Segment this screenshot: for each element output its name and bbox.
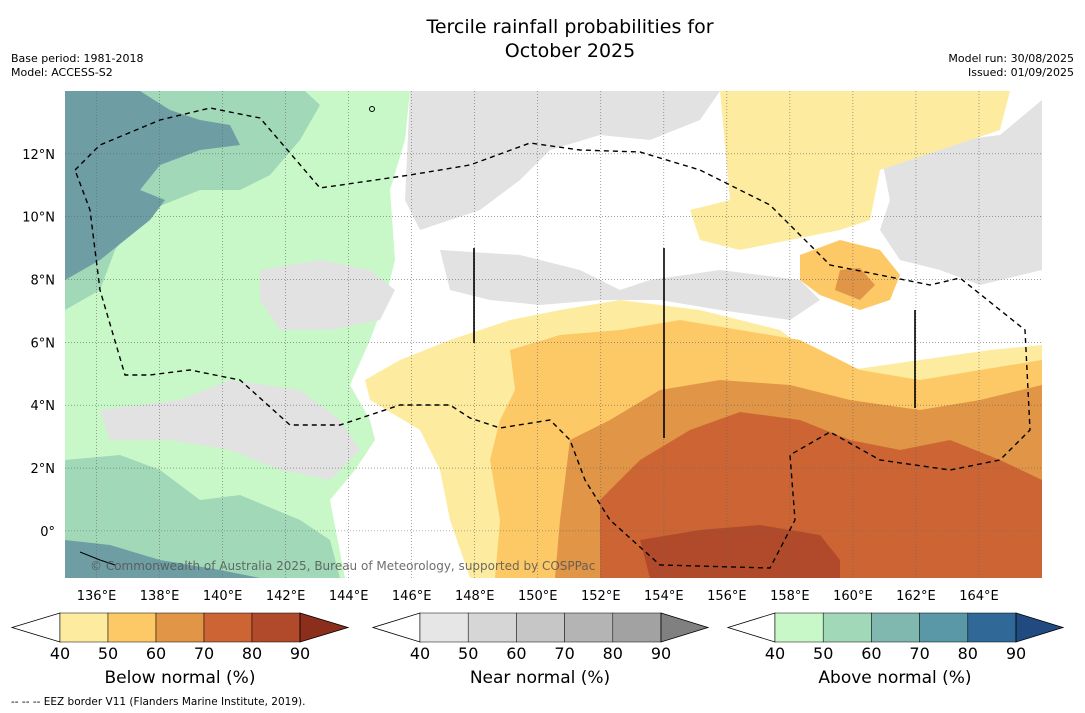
colorbar-segment bbox=[564, 612, 614, 643]
colorbar-tick-label: 70 bbox=[909, 644, 929, 663]
latitude-tick-label: 4°N bbox=[31, 399, 56, 414]
colorbar-segment bbox=[516, 612, 565, 643]
longitude-tick-label: 148°E bbox=[455, 589, 495, 604]
below-normal-colorbar: 40 50 60 70 80 90 bbox=[10, 612, 350, 663]
latitude-labels: 0° 2°N 4°N 6°N 8°N 10°N 12°N bbox=[22, 148, 55, 540]
latitude-tick-label: 12°N bbox=[22, 148, 55, 163]
colorbar-segment bbox=[822, 612, 872, 643]
near-normal-colorbar: 40 50 60 70 80 90 bbox=[371, 612, 710, 663]
longitude-tick-label: 154°E bbox=[644, 589, 684, 604]
longitude-tick-label: 158°E bbox=[770, 589, 810, 604]
colorbar-tick-label: 80 bbox=[242, 644, 262, 663]
colorbar-segment bbox=[967, 612, 1017, 643]
colorbar-segment bbox=[419, 612, 469, 643]
colorbar-tick-label: 70 bbox=[194, 644, 214, 663]
colorbar-tick-label: 40 bbox=[410, 644, 430, 663]
longitude-tick-label: 160°E bbox=[833, 589, 873, 604]
model-text: Model: ACCESS-S2 bbox=[11, 66, 113, 79]
colorbar-tick-label: 50 bbox=[813, 644, 833, 663]
colorbar-segment bbox=[1015, 612, 1065, 643]
longitude-tick-label: 142°E bbox=[266, 589, 306, 604]
colorbar-tick-label: 50 bbox=[458, 644, 478, 663]
title-line-1: Tercile rainfall probabilities for bbox=[426, 16, 714, 38]
near-normal-region bbox=[405, 91, 720, 230]
longitude-tick-label: 156°E bbox=[707, 589, 747, 604]
longitude-tick-label: 144°E bbox=[329, 589, 369, 604]
longitude-tick-label: 152°E bbox=[581, 589, 621, 604]
latitude-tick-label: 6°N bbox=[31, 336, 56, 351]
latitude-tick-label: 2°N bbox=[31, 462, 56, 477]
colorbar-tick-label: 70 bbox=[554, 644, 574, 663]
colorbar-tick-label: 40 bbox=[765, 644, 785, 663]
colorbar-tick-label: 90 bbox=[651, 644, 671, 663]
longitude-tick-label: 150°E bbox=[518, 589, 558, 604]
longitude-labels: 136°E 138°E 140°E 142°E 144°E 146°E 148°E 150°E… bbox=[77, 589, 999, 604]
colorbar-tick-label: 90 bbox=[290, 644, 310, 663]
probability-field bbox=[65, 91, 1042, 578]
above-normal-70-region-south bbox=[65, 540, 260, 578]
longitude-tick-label: 146°E bbox=[392, 589, 432, 604]
title-line-2: October 2025 bbox=[504, 40, 636, 62]
eez-footnote: -- -- -- EEZ border V11 (Flanders Marine… bbox=[11, 696, 306, 708]
near-normal-region bbox=[440, 250, 820, 320]
colorbar-segment bbox=[871, 612, 920, 643]
model-run-text: Model run: 30/08/2025 bbox=[948, 52, 1074, 65]
colorbar-segment bbox=[660, 612, 710, 643]
longitude-tick-label: 162°E bbox=[896, 589, 936, 604]
latitude-tick-label: 10°N bbox=[22, 211, 55, 226]
colorbar-segment bbox=[467, 612, 517, 643]
near-normal-colorbar-label: Near normal (%) bbox=[469, 668, 611, 688]
colorbar-tick-label: 60 bbox=[861, 644, 881, 663]
colorbar-tick-label: 40 bbox=[50, 644, 70, 663]
colorbar-segment bbox=[155, 612, 205, 643]
below-normal-colorbar-label: Below normal (%) bbox=[104, 668, 256, 688]
near-normal-region bbox=[260, 260, 395, 330]
colorbar-segment bbox=[59, 612, 109, 643]
colorbar-tick-label: 60 bbox=[146, 644, 166, 663]
above-normal-60-region-south bbox=[65, 455, 340, 578]
latitude-tick-label: 0° bbox=[40, 525, 55, 540]
colorbar-segment bbox=[371, 612, 421, 643]
graticule bbox=[65, 91, 1042, 578]
colorbar-segment bbox=[726, 612, 776, 643]
longitude-tick-label: 136°E bbox=[77, 589, 117, 604]
colorbar-tick-label: 50 bbox=[98, 644, 118, 663]
above-normal-colorbar: 40 50 60 70 80 90 bbox=[726, 612, 1065, 663]
colorbar-segment bbox=[919, 612, 969, 643]
colorbar-segment bbox=[299, 612, 350, 643]
colorbar-segment bbox=[107, 612, 157, 643]
colorbar-segment bbox=[612, 612, 662, 643]
longitude-tick-label: 164°E bbox=[959, 589, 999, 604]
latitude-tick-label: 8°N bbox=[31, 274, 56, 289]
colorbar-segment bbox=[10, 612, 61, 643]
above-normal-70-region bbox=[65, 91, 240, 280]
colorbar-tick-label: 90 bbox=[1006, 644, 1026, 663]
below-normal-70-region bbox=[835, 268, 875, 300]
longitude-tick-label: 140°E bbox=[203, 589, 243, 604]
copyright-text: © Commonwealth of Australia 2025, Bureau… bbox=[90, 559, 595, 573]
above-normal-colorbar-label: Above normal (%) bbox=[818, 668, 972, 688]
base-period-text: Base period: 1981-2018 bbox=[11, 52, 144, 65]
colorbar-segment bbox=[774, 612, 824, 643]
colorbar-segment bbox=[203, 612, 253, 643]
colorbar-tick-label: 80 bbox=[603, 644, 623, 663]
colorbar-tick-label: 80 bbox=[958, 644, 978, 663]
below-normal-50-region bbox=[690, 91, 1010, 250]
issued-text: Issued: 01/09/2025 bbox=[967, 66, 1074, 79]
longitude-tick-label: 138°E bbox=[140, 589, 180, 604]
colorbars: 40 50 60 70 80 90 40 50 60 70 80 90 40 50 60 70 80 90 bbox=[10, 612, 1065, 663]
coastlines bbox=[79, 106, 916, 566]
colorbar-tick-label: 60 bbox=[506, 644, 526, 663]
colorbar-segment bbox=[251, 612, 301, 643]
